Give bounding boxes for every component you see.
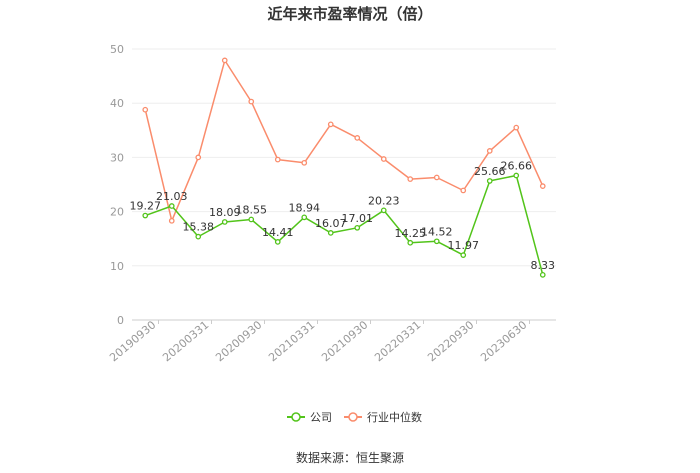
data-label: 20.23 [368, 194, 400, 207]
data-label: 8.33 [531, 259, 556, 272]
data-point [539, 183, 546, 189]
data-point [486, 148, 493, 154]
legend-marker [348, 412, 358, 422]
data-label: 18.94 [289, 201, 321, 214]
data-point [195, 154, 202, 161]
data-point [274, 239, 281, 245]
legend-item-industry-median[interactable]: 行业中位数 [344, 410, 422, 424]
x-tick-label: 20210930 [319, 318, 370, 364]
data-point [248, 98, 255, 105]
data-label: 14.25 [395, 227, 427, 240]
data-point [460, 252, 467, 258]
data-point [380, 207, 387, 214]
data-label: 25.66 [474, 165, 506, 178]
data-point [407, 176, 414, 182]
legend[interactable]: 公司 行业中位数 [287, 410, 422, 424]
x-tick-label: 20200930 [213, 318, 264, 364]
data-point [539, 272, 546, 278]
data-point [513, 124, 520, 131]
data-label: 11.97 [448, 239, 480, 252]
data-point [301, 159, 308, 166]
data-point [354, 224, 361, 231]
data-label: 18.09 [209, 206, 241, 219]
data-point [460, 187, 467, 194]
data-point [221, 219, 228, 225]
source-note: 数据来源：恒生聚源 [296, 450, 404, 465]
legend-label: 公司 [310, 411, 332, 424]
data-point [248, 216, 255, 223]
series-line-company [145, 174, 544, 276]
data-label: 16.07 [315, 217, 347, 230]
data-point [327, 230, 334, 236]
data-point [168, 217, 175, 224]
data-point [142, 106, 149, 113]
series-line-industry-median [144, 59, 544, 222]
data-point [407, 239, 414, 246]
data-point [513, 172, 520, 179]
data-point [142, 212, 149, 219]
data-label: 14.41 [262, 226, 294, 239]
x-tick-label: 20210331 [266, 318, 317, 364]
legend-item-company[interactable]: 公司 [287, 411, 332, 424]
data-point [354, 135, 361, 141]
grid-lines [132, 48, 556, 321]
x-tick-label: 20230630 [478, 318, 529, 364]
data-point [168, 203, 175, 209]
x-tick-label: 20190930 [107, 318, 158, 364]
series-group [142, 57, 546, 278]
y-axis: 0 10 20 30 40 50 [110, 43, 124, 327]
y-tick-label: 50 [110, 43, 124, 56]
y-tick-label: 10 [110, 260, 124, 273]
legend-label: 行业中位数 [367, 410, 422, 424]
x-tick-label: 20200331 [160, 318, 211, 364]
y-tick-label: 0 [117, 314, 124, 327]
data-point [195, 233, 202, 240]
y-tick-label: 20 [110, 206, 124, 219]
legend-marker [291, 412, 301, 422]
x-tick-label: 20220930 [425, 318, 476, 364]
data-point [274, 156, 281, 163]
x-tick-label: 20220331 [372, 318, 423, 364]
data-label: 21.03 [156, 190, 188, 203]
data-label: 14.52 [421, 225, 453, 238]
x-axis: 20190930 20200331 20200930 20210331 20210930… [107, 318, 530, 364]
data-label: 18.55 [236, 203, 268, 216]
data-label: 17.01 [342, 212, 374, 225]
data-point [301, 214, 308, 221]
data-point [433, 238, 440, 245]
y-tick-label: 30 [110, 151, 124, 164]
y-tick-label: 40 [110, 97, 124, 110]
data-point [327, 121, 334, 128]
data-point [380, 156, 387, 162]
data-point [433, 174, 440, 181]
chart-title: 近年来市盈率情况（倍） [267, 5, 432, 23]
data-label: 26.66 [501, 160, 533, 173]
data-point [486, 178, 493, 184]
data-point [221, 57, 228, 64]
data-label: 15.38 [183, 221, 215, 234]
data-label: 19.27 [130, 200, 162, 213]
